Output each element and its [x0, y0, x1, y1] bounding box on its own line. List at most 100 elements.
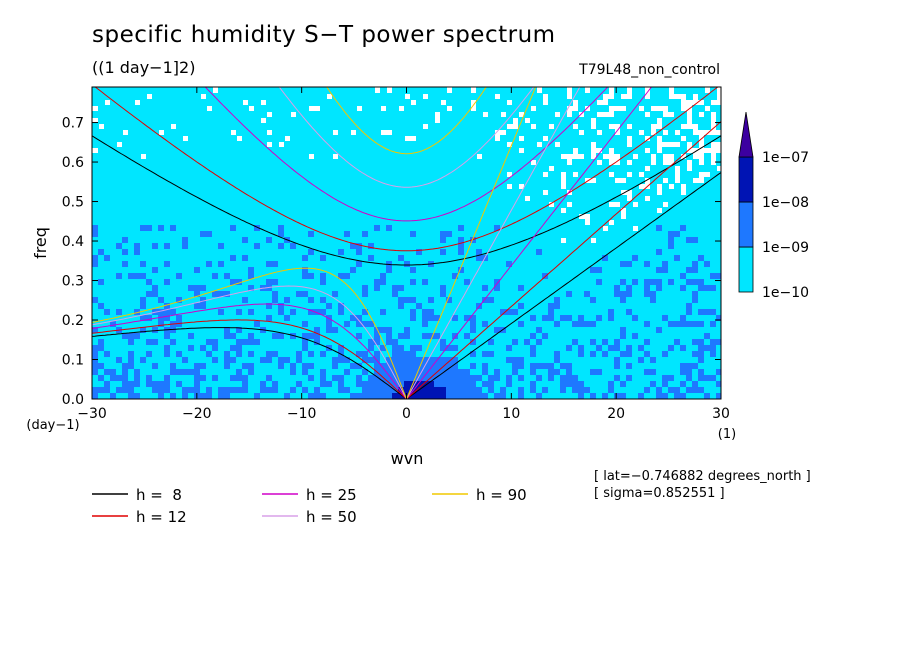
spectrum-cell	[182, 159, 189, 166]
spectrum-cell	[458, 105, 465, 112]
spectrum-cell	[212, 363, 219, 370]
spectrum-cell	[434, 273, 441, 280]
spectrum-cell	[686, 129, 693, 136]
spectrum-cell	[422, 147, 429, 154]
spectrum-cell	[614, 141, 621, 148]
spectrum-cell	[248, 195, 255, 202]
spectrum-cell	[338, 321, 345, 328]
spectrum-cell	[698, 291, 705, 298]
spectrum-cell	[104, 177, 111, 184]
spectrum-cell	[650, 351, 657, 358]
spectrum-cell	[224, 183, 231, 190]
spectrum-cell	[650, 117, 657, 124]
spectrum-cell	[332, 237, 339, 244]
spectrum-cell	[212, 321, 219, 328]
spectrum-cell	[446, 231, 453, 238]
spectrum-cell	[404, 279, 411, 286]
spectrum-cell	[602, 141, 609, 148]
chart-title: specific humidity S−T power spectrum	[92, 22, 556, 48]
spectrum-cell	[224, 381, 231, 388]
spectrum-cell	[188, 123, 195, 130]
spectrum-cell	[458, 213, 465, 220]
spectrum-cell	[704, 213, 711, 220]
spectrum-cell	[338, 273, 345, 280]
spectrum-cell	[446, 159, 453, 166]
spectrum-cell	[188, 237, 195, 244]
spectrum-cell	[578, 309, 585, 316]
spectrum-cell	[404, 297, 411, 304]
spectrum-cell	[194, 357, 201, 364]
spectrum-cell	[392, 207, 399, 214]
spectrum-cell	[596, 249, 603, 256]
spectrum-cell	[116, 297, 123, 304]
spectrum-cell	[566, 291, 573, 298]
spectrum-cell	[698, 273, 705, 280]
spectrum-cell	[326, 123, 333, 130]
spectrum-cell	[194, 177, 201, 184]
spectrum-cell	[650, 225, 657, 232]
spectrum-cell	[686, 195, 693, 202]
spectrum-cell	[272, 225, 279, 232]
spectrum-cell	[302, 207, 309, 214]
spectrum-cell	[548, 315, 555, 322]
spectrum-cell	[428, 327, 435, 334]
spectrum-cell	[326, 129, 333, 136]
spectrum-cell	[104, 243, 111, 250]
spectrum-cell	[266, 369, 273, 376]
spectrum-cell	[278, 339, 285, 346]
spectrum-cell	[284, 153, 291, 160]
spectrum-cell	[530, 255, 537, 262]
spectrum-cell	[656, 297, 663, 304]
spectrum-cell	[542, 333, 549, 340]
spectrum-cell	[620, 225, 627, 232]
spectrum-cell	[410, 243, 417, 250]
spectrum-cell	[152, 339, 159, 346]
spectrum-cell	[596, 195, 603, 202]
spectrum-cell	[218, 105, 225, 112]
spectrum-cell	[248, 207, 255, 214]
spectrum-cell	[650, 87, 657, 94]
spectrum-cell	[590, 207, 597, 214]
spectrum-cell	[488, 123, 495, 130]
spectrum-cell	[560, 135, 567, 142]
spectrum-cell	[554, 147, 561, 154]
spectrum-cell	[368, 189, 375, 196]
spectrum-cell	[458, 285, 465, 292]
spectrum-cell	[206, 333, 213, 340]
spectrum-cell	[146, 135, 153, 142]
spectrum-cell	[368, 273, 375, 280]
spectrum-cell	[248, 225, 255, 232]
spectrum-cell	[182, 213, 189, 220]
spectrum-cell	[530, 375, 537, 382]
spectrum-cell	[614, 87, 621, 94]
spectrum-cell	[116, 117, 123, 124]
spectrum-cell	[224, 357, 231, 364]
spectrum-cell	[512, 111, 519, 118]
spectrum-cell	[104, 189, 111, 196]
spectrum-cell	[188, 279, 195, 286]
spectrum-cell	[362, 177, 369, 184]
spectrum-cell	[404, 87, 411, 94]
spectrum-cell	[428, 315, 435, 322]
spectrum-cell	[380, 351, 387, 358]
spectrum-cell	[584, 147, 591, 154]
spectrum-cell	[638, 381, 645, 388]
spectrum-cell	[428, 99, 435, 106]
spectrum-cell	[482, 135, 489, 142]
spectrum-cell	[482, 123, 489, 130]
spectrum-cell	[248, 375, 255, 382]
spectrum-cell	[482, 213, 489, 220]
spectrum-cell	[350, 321, 357, 328]
spectrum-cell	[566, 129, 573, 136]
spectrum-cell	[524, 363, 531, 370]
spectrum-cell	[296, 183, 303, 190]
spectrum-cell	[704, 285, 711, 292]
spectrum-cell	[440, 195, 447, 202]
spectrum-cell	[206, 129, 213, 136]
spectrum-cell	[674, 327, 681, 334]
spectrum-cell	[488, 153, 495, 160]
spectrum-cell	[578, 375, 585, 382]
spectrum-cell	[446, 369, 453, 376]
spectrum-cell	[278, 153, 285, 160]
spectrum-cell	[608, 213, 615, 220]
